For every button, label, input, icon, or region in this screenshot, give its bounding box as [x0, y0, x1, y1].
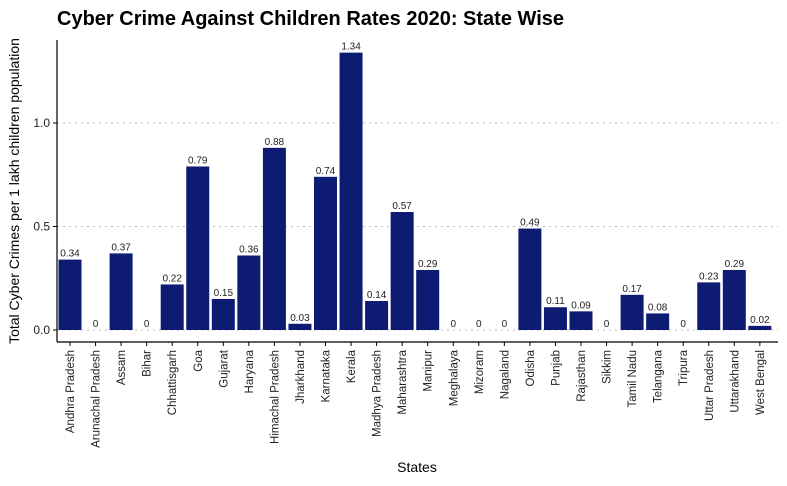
bar-value-label: 0.29 — [725, 259, 745, 270]
x-tick-label: Maharashtra — [397, 349, 409, 414]
x-tick-label: Andhra Pradesh — [65, 350, 77, 433]
bar — [160, 284, 184, 330]
bar — [186, 166, 210, 330]
bar — [365, 301, 389, 330]
bar — [390, 212, 414, 330]
bar-value-label: 0.02 — [750, 315, 770, 326]
bar-value-label: 0.57 — [392, 201, 412, 212]
x-tick-label: Tamil Nadu — [627, 350, 639, 408]
bar-value-label: 0.11 — [546, 296, 565, 307]
y-axis-title: Total Cyber Crimes per 1 lakh children p… — [6, 38, 22, 344]
x-ticks: Andhra Pradesh Arunachal Pradesh Assam Biha… — [65, 342, 767, 448]
bar — [620, 294, 644, 330]
x-tick-label: West Bengal — [755, 350, 767, 415]
x-axis-title: States — [397, 459, 437, 475]
bar-value-label: 0.34 — [60, 249, 80, 260]
bar-value-label: 0.22 — [162, 273, 182, 284]
x-tick-label: Himachal Pradesh — [269, 350, 281, 444]
bar — [748, 325, 772, 330]
x-tick-label: Mizoram — [474, 350, 486, 394]
y-tick-label: 1.0 — [33, 116, 50, 130]
bar — [416, 269, 440, 330]
x-tick-label: Uttarakhand — [729, 350, 741, 413]
bar-value-label: 0.17 — [622, 284, 642, 295]
bar-value-label: 0.29 — [418, 259, 438, 270]
x-tick-label: Meghalaya — [448, 349, 460, 406]
bar-value-label: 0.08 — [648, 302, 668, 313]
bar-value-label: 0.09 — [571, 300, 591, 311]
x-tick-label: Arunachal Pradesh — [91, 350, 103, 448]
x-tick-label: Gujarat — [218, 349, 230, 388]
x-tick-label: Uttar Pradesh — [704, 350, 716, 421]
bar-value-label: 0.14 — [367, 290, 387, 301]
bar-value-label: 0.36 — [239, 244, 259, 255]
bar-value-label: 0.49 — [520, 218, 540, 229]
y-ticks: 0.0 0.5 1.0 — [33, 116, 57, 337]
bar — [288, 323, 312, 330]
x-tick-label: Punjab — [550, 350, 562, 386]
bar — [211, 298, 235, 330]
bar-value-label: 0.15 — [214, 288, 234, 299]
bar — [109, 253, 133, 330]
bar-value-label: 0 — [680, 319, 686, 330]
bar-value-label: 0 — [604, 319, 610, 330]
bar — [646, 313, 670, 330]
x-tick-label: Odisha — [525, 349, 537, 386]
x-tick-label: Assam — [116, 350, 128, 385]
bar — [314, 176, 337, 330]
y-tick-label: 0.0 — [33, 323, 50, 337]
bar — [543, 307, 567, 330]
x-tick-label: Madhya Pradesh — [372, 350, 384, 437]
bar-value-label: 0.37 — [111, 242, 131, 253]
x-tick-label: Kerala — [346, 349, 358, 383]
bar-value-label: 0 — [93, 319, 99, 330]
bar-value-label: 0.88 — [265, 137, 285, 148]
bar-value-label: 0.23 — [699, 271, 719, 282]
bar-value-label: 0 — [144, 319, 150, 330]
bar — [722, 269, 746, 330]
chart-title: Cyber Crime Against Children Rates 2020:… — [57, 8, 564, 30]
bar-value-label: 1.34 — [341, 42, 361, 53]
bar — [237, 255, 261, 330]
bar — [262, 147, 286, 330]
x-tick-label: Karnataka — [321, 349, 333, 402]
x-tick-label: Haryana — [244, 349, 256, 393]
bar-value-label: 0 — [502, 319, 508, 330]
bar — [339, 52, 363, 331]
x-tick-label: Bihar — [142, 350, 154, 377]
bar — [518, 228, 542, 330]
x-tick-label: Jharkhand — [295, 350, 307, 404]
x-tick-label: Manipur — [423, 350, 435, 392]
bar — [697, 282, 721, 330]
bar-value-label: 0.74 — [316, 166, 336, 177]
bar-value-label: 0.79 — [188, 155, 208, 166]
bars — [58, 52, 772, 331]
bar — [58, 259, 82, 330]
bar — [569, 311, 593, 330]
x-tick-label: Telangana — [653, 349, 665, 403]
x-tick-label: Goa — [193, 349, 205, 371]
x-tick-label: Chhattisgarh — [167, 350, 179, 415]
bar-value-label: 0.03 — [290, 313, 310, 324]
x-tick-label: Sikkim — [602, 350, 614, 384]
x-tick-label: Rajasthan — [576, 350, 588, 402]
y-tick-label: 0.5 — [33, 220, 50, 234]
x-tick-label: Tripura — [678, 349, 690, 386]
x-tick-label: Nagaland — [499, 350, 511, 399]
data-labels: 0.34 0 0.37 0 0.22 0.79 0.15 0.36 0.88 0.03 0.74 1.… — [60, 42, 770, 330]
bar-value-label: 0 — [450, 319, 456, 330]
bar-value-label: 0 — [476, 319, 482, 330]
